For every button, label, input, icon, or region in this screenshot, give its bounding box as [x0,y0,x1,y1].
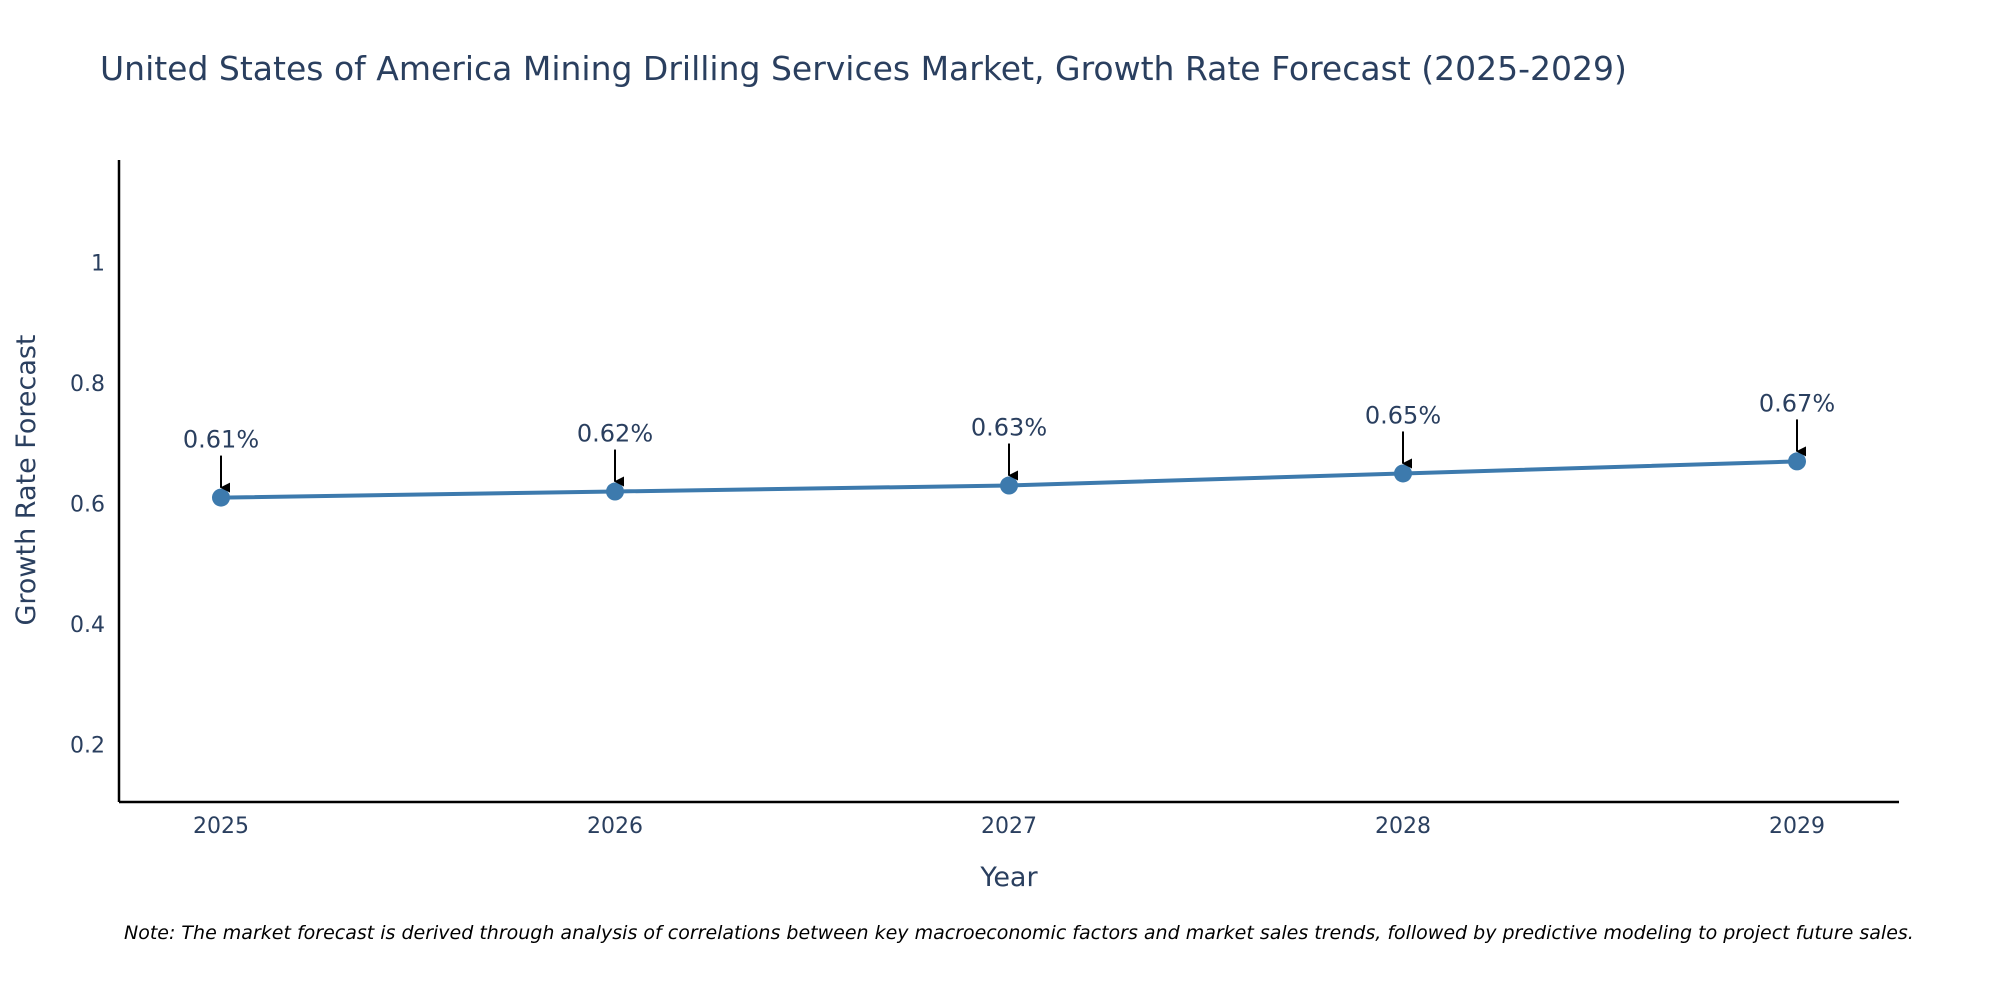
data-point [1788,452,1806,471]
data-point [1394,464,1412,483]
x-tick-label: 2029 [1769,814,1825,839]
footnote: Note: The market forecast is derived thr… [124,922,1914,944]
data-label: 0.63% [971,414,1047,442]
data-label: 0.62% [577,420,653,448]
series-markers [212,452,1806,507]
y-tick-label: 0.2 [70,734,105,759]
data-point [1000,476,1018,495]
x-tick-label: 2028 [1375,814,1431,839]
data-label: 0.65% [1365,401,1441,429]
x-tick-label: 2026 [587,814,643,839]
data-label: 0.61% [183,426,259,454]
y-axis-title: Growth Rate Forecast [11,334,42,625]
data-label: 0.67% [1759,389,1835,417]
data-point [212,488,230,507]
y-tick-label: 0.4 [70,613,105,638]
x-tick-label: 2027 [981,814,1037,839]
data-point [606,482,624,501]
chart-title: United States of America Mining Drilling… [100,49,1627,88]
data-annotations: 0.61% 0.62% 0.63% 0.65% 0.67% [183,389,1835,493]
y-tick-label: 0.8 [70,372,105,397]
x-axis-title: Year [979,862,1038,893]
y-axis-ticks: 0.2 0.4 0.6 0.8 1 [70,251,105,758]
x-tick-label: 2025 [193,814,249,839]
y-tick-label: 0.6 [70,493,105,518]
x-axis-ticks: 2025 2026 2027 2028 2029 [193,814,1825,839]
y-tick-label: 1 [91,251,105,276]
